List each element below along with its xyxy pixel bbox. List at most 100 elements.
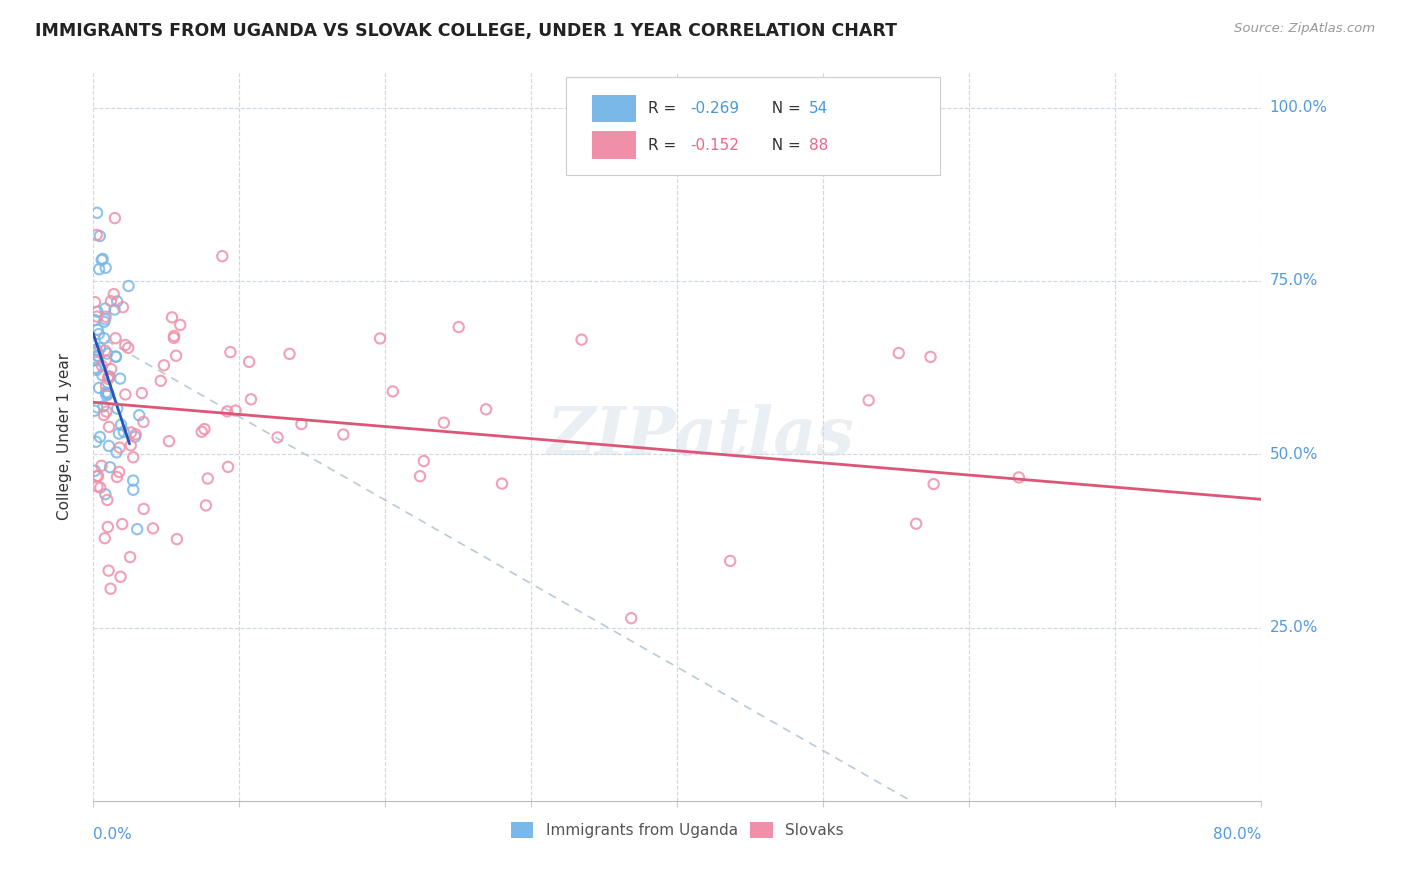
Point [90,252,112,267]
Point [381,384,404,399]
Point [89,430,111,444]
Point [114,338,136,352]
Point [858,393,880,408]
Text: 25.0%: 25.0% [1270,620,1317,635]
Point [96,388,118,402]
Point [108,465,131,479]
Point [86,227,108,242]
Text: -0.152: -0.152 [690,137,740,153]
Point [91,252,114,266]
Point [93,315,115,329]
Point [125,427,148,442]
Point [94,301,117,316]
Point [86,349,108,363]
Point [122,450,145,465]
Point [266,430,288,444]
Point [117,341,139,355]
Point [111,517,134,532]
Point [128,409,150,423]
Text: Source: ZipAtlas.com: Source: ZipAtlas.com [1234,22,1375,36]
Point [87,349,110,363]
Point [887,346,910,360]
Point [922,477,945,491]
Point [110,570,132,584]
Point [97,564,120,578]
Point [84,434,107,449]
Point [87,469,110,483]
Point [94,379,117,393]
Point [94,531,117,545]
Point [97,439,120,453]
Point [94,312,117,326]
Text: -0.269: -0.269 [690,101,740,116]
Point [239,392,262,407]
Point [96,404,118,418]
Text: N =: N = [762,101,806,116]
Legend: Immigrants from Uganda, Slovaks: Immigrants from Uganda, Slovaks [505,816,851,844]
Point [98,420,121,434]
Point [290,417,312,431]
Point [89,262,111,277]
Point [103,302,125,317]
Point [217,459,239,474]
Point [447,320,470,334]
Point [90,458,112,473]
Point [153,359,176,373]
Text: R =: R = [648,137,681,153]
Point [412,454,434,468]
Point [86,401,108,415]
Y-axis label: College, Under 1 year: College, Under 1 year [58,353,72,521]
Point [104,350,127,364]
Point [84,313,107,327]
Point [96,346,118,360]
Text: 75.0%: 75.0% [1270,274,1317,288]
Point [193,422,215,436]
Text: 80.0%: 80.0% [1213,827,1261,841]
Point [83,403,105,417]
Point [97,369,120,384]
Point [96,492,118,507]
Point [94,385,117,400]
Point [111,300,134,314]
Point [163,331,186,345]
Point [100,294,122,309]
FancyBboxPatch shape [592,131,637,159]
Point [104,350,127,364]
Point [91,359,114,373]
Point [194,499,217,513]
Point [94,260,117,275]
FancyBboxPatch shape [592,95,637,122]
Point [97,520,120,534]
Point [120,425,142,440]
Point [571,333,593,347]
Point [190,425,212,439]
Text: 50.0%: 50.0% [1270,447,1317,462]
Point [86,363,108,377]
Point [108,426,131,441]
Text: IMMIGRANTS FROM UGANDA VS SLOVAK COLLEGE, UNDER 1 YEAR CORRELATION CHART: IMMIGRANTS FROM UGANDA VS SLOVAK COLLEGE… [35,22,897,40]
Point [219,345,242,359]
Point [491,476,513,491]
Point [105,401,128,416]
Point [131,386,153,401]
Point [97,372,120,386]
Point [409,469,432,483]
Text: ZIPatlas: ZIPatlas [547,404,855,469]
Point [105,294,128,309]
Point [108,441,131,455]
Point [718,554,741,568]
Point [332,427,354,442]
Point [100,362,122,376]
Text: 0.0%: 0.0% [93,827,132,841]
Point [475,402,498,417]
Point [114,387,136,401]
Point [105,470,128,484]
Point [97,386,120,401]
Point [149,374,172,388]
Point [117,279,139,293]
Point [89,481,111,495]
Point [127,522,149,536]
Point [98,369,121,384]
Point [86,469,108,483]
Point [86,323,108,337]
